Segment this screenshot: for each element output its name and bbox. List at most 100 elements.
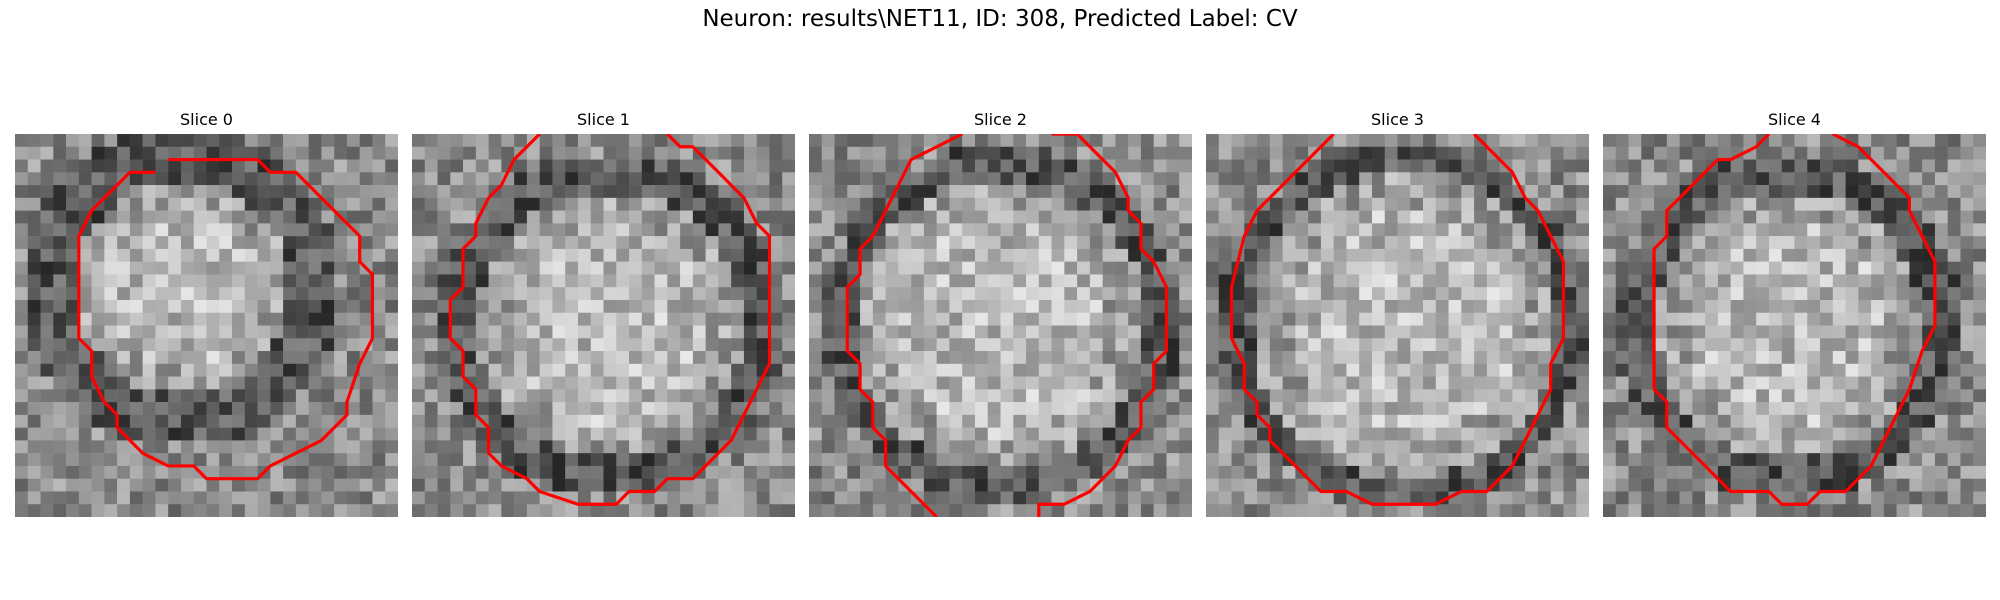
pixel xyxy=(1077,478,1091,492)
pixel xyxy=(539,185,553,199)
pixel xyxy=(987,159,1001,173)
pixel xyxy=(1896,274,1910,288)
pixel xyxy=(1269,146,1283,160)
pixel xyxy=(1820,236,1834,250)
pixel xyxy=(334,159,348,173)
pixel xyxy=(872,236,886,250)
pixel xyxy=(180,146,194,160)
pixel xyxy=(1461,376,1475,390)
pixel xyxy=(616,134,630,148)
pixel xyxy=(1166,491,1180,505)
pixel xyxy=(412,363,426,377)
pixel xyxy=(1423,312,1437,326)
pixel xyxy=(1717,223,1731,237)
pixel xyxy=(104,159,118,173)
pixel xyxy=(1359,261,1373,275)
pixel xyxy=(412,172,426,186)
pixel xyxy=(1461,440,1475,454)
pixel xyxy=(949,363,963,377)
pixel xyxy=(1153,478,1167,492)
pixel xyxy=(40,453,54,467)
pixel xyxy=(1166,338,1180,352)
pixel xyxy=(412,223,426,237)
pixel xyxy=(1244,440,1258,454)
pixel xyxy=(526,338,540,352)
pixel xyxy=(1499,248,1513,262)
pixel xyxy=(1781,146,1795,160)
pixel xyxy=(577,197,591,211)
pixel xyxy=(1269,414,1283,428)
pixel xyxy=(936,146,950,160)
pixel xyxy=(295,197,309,211)
pixel xyxy=(1563,274,1577,288)
pixel xyxy=(1153,223,1167,237)
pixel xyxy=(1537,248,1551,262)
pixel xyxy=(1832,440,1846,454)
pixel xyxy=(359,210,373,224)
pixel xyxy=(463,491,477,505)
pixel xyxy=(501,389,515,403)
pixel xyxy=(1448,172,1462,186)
pixel xyxy=(1218,504,1232,517)
pixel xyxy=(321,159,335,173)
pixel xyxy=(1858,402,1872,416)
pixel xyxy=(27,172,41,186)
pixel xyxy=(193,248,207,262)
pixel xyxy=(475,453,489,467)
pixel xyxy=(1038,504,1052,517)
pixel xyxy=(1603,453,1617,467)
pixel xyxy=(359,453,373,467)
pixel xyxy=(1705,223,1719,237)
pixel xyxy=(1654,338,1668,352)
pixel xyxy=(1603,478,1617,492)
pixel xyxy=(1384,223,1398,237)
pixel xyxy=(782,210,795,224)
pixel xyxy=(1359,134,1373,148)
pixel xyxy=(117,389,131,403)
pixel xyxy=(1333,427,1347,441)
pixel xyxy=(1435,363,1449,377)
pixel xyxy=(847,197,861,211)
pixel xyxy=(680,414,694,428)
pixel xyxy=(526,146,540,160)
pixel xyxy=(872,338,886,352)
pixel xyxy=(1346,134,1360,148)
pixel xyxy=(1641,453,1655,467)
pixel xyxy=(1576,427,1589,441)
pixel xyxy=(244,236,258,250)
pixel xyxy=(244,287,258,301)
pixel xyxy=(1922,299,1936,313)
pixel xyxy=(1166,427,1180,441)
pixel xyxy=(1537,491,1551,505)
pixel xyxy=(488,197,502,211)
pixel xyxy=(936,478,950,492)
pixel xyxy=(654,274,668,288)
slice-panel-3: Slice 3 xyxy=(1206,110,1589,518)
pixel xyxy=(974,236,988,250)
pixel xyxy=(1756,236,1770,250)
pixel xyxy=(1423,504,1437,517)
pixel xyxy=(1435,172,1449,186)
pixel xyxy=(1883,376,1897,390)
pixel xyxy=(1654,312,1668,326)
pixel xyxy=(232,491,246,505)
pixel xyxy=(78,287,92,301)
pixel xyxy=(590,402,604,416)
pixel xyxy=(1026,504,1040,517)
pixel xyxy=(1140,504,1154,517)
pixel xyxy=(885,351,899,365)
pixel xyxy=(1563,223,1577,237)
pixel xyxy=(1102,389,1116,403)
pixel xyxy=(437,274,451,288)
pixel xyxy=(346,134,360,148)
pixel xyxy=(1102,440,1116,454)
pixel xyxy=(1333,197,1347,211)
pixel xyxy=(565,146,579,160)
pixel xyxy=(117,478,131,492)
pixel xyxy=(1166,172,1180,186)
pixel xyxy=(974,351,988,365)
pixel xyxy=(1922,440,1936,454)
pixel xyxy=(885,274,899,288)
pixel xyxy=(987,389,1001,403)
pixel xyxy=(1666,478,1680,492)
